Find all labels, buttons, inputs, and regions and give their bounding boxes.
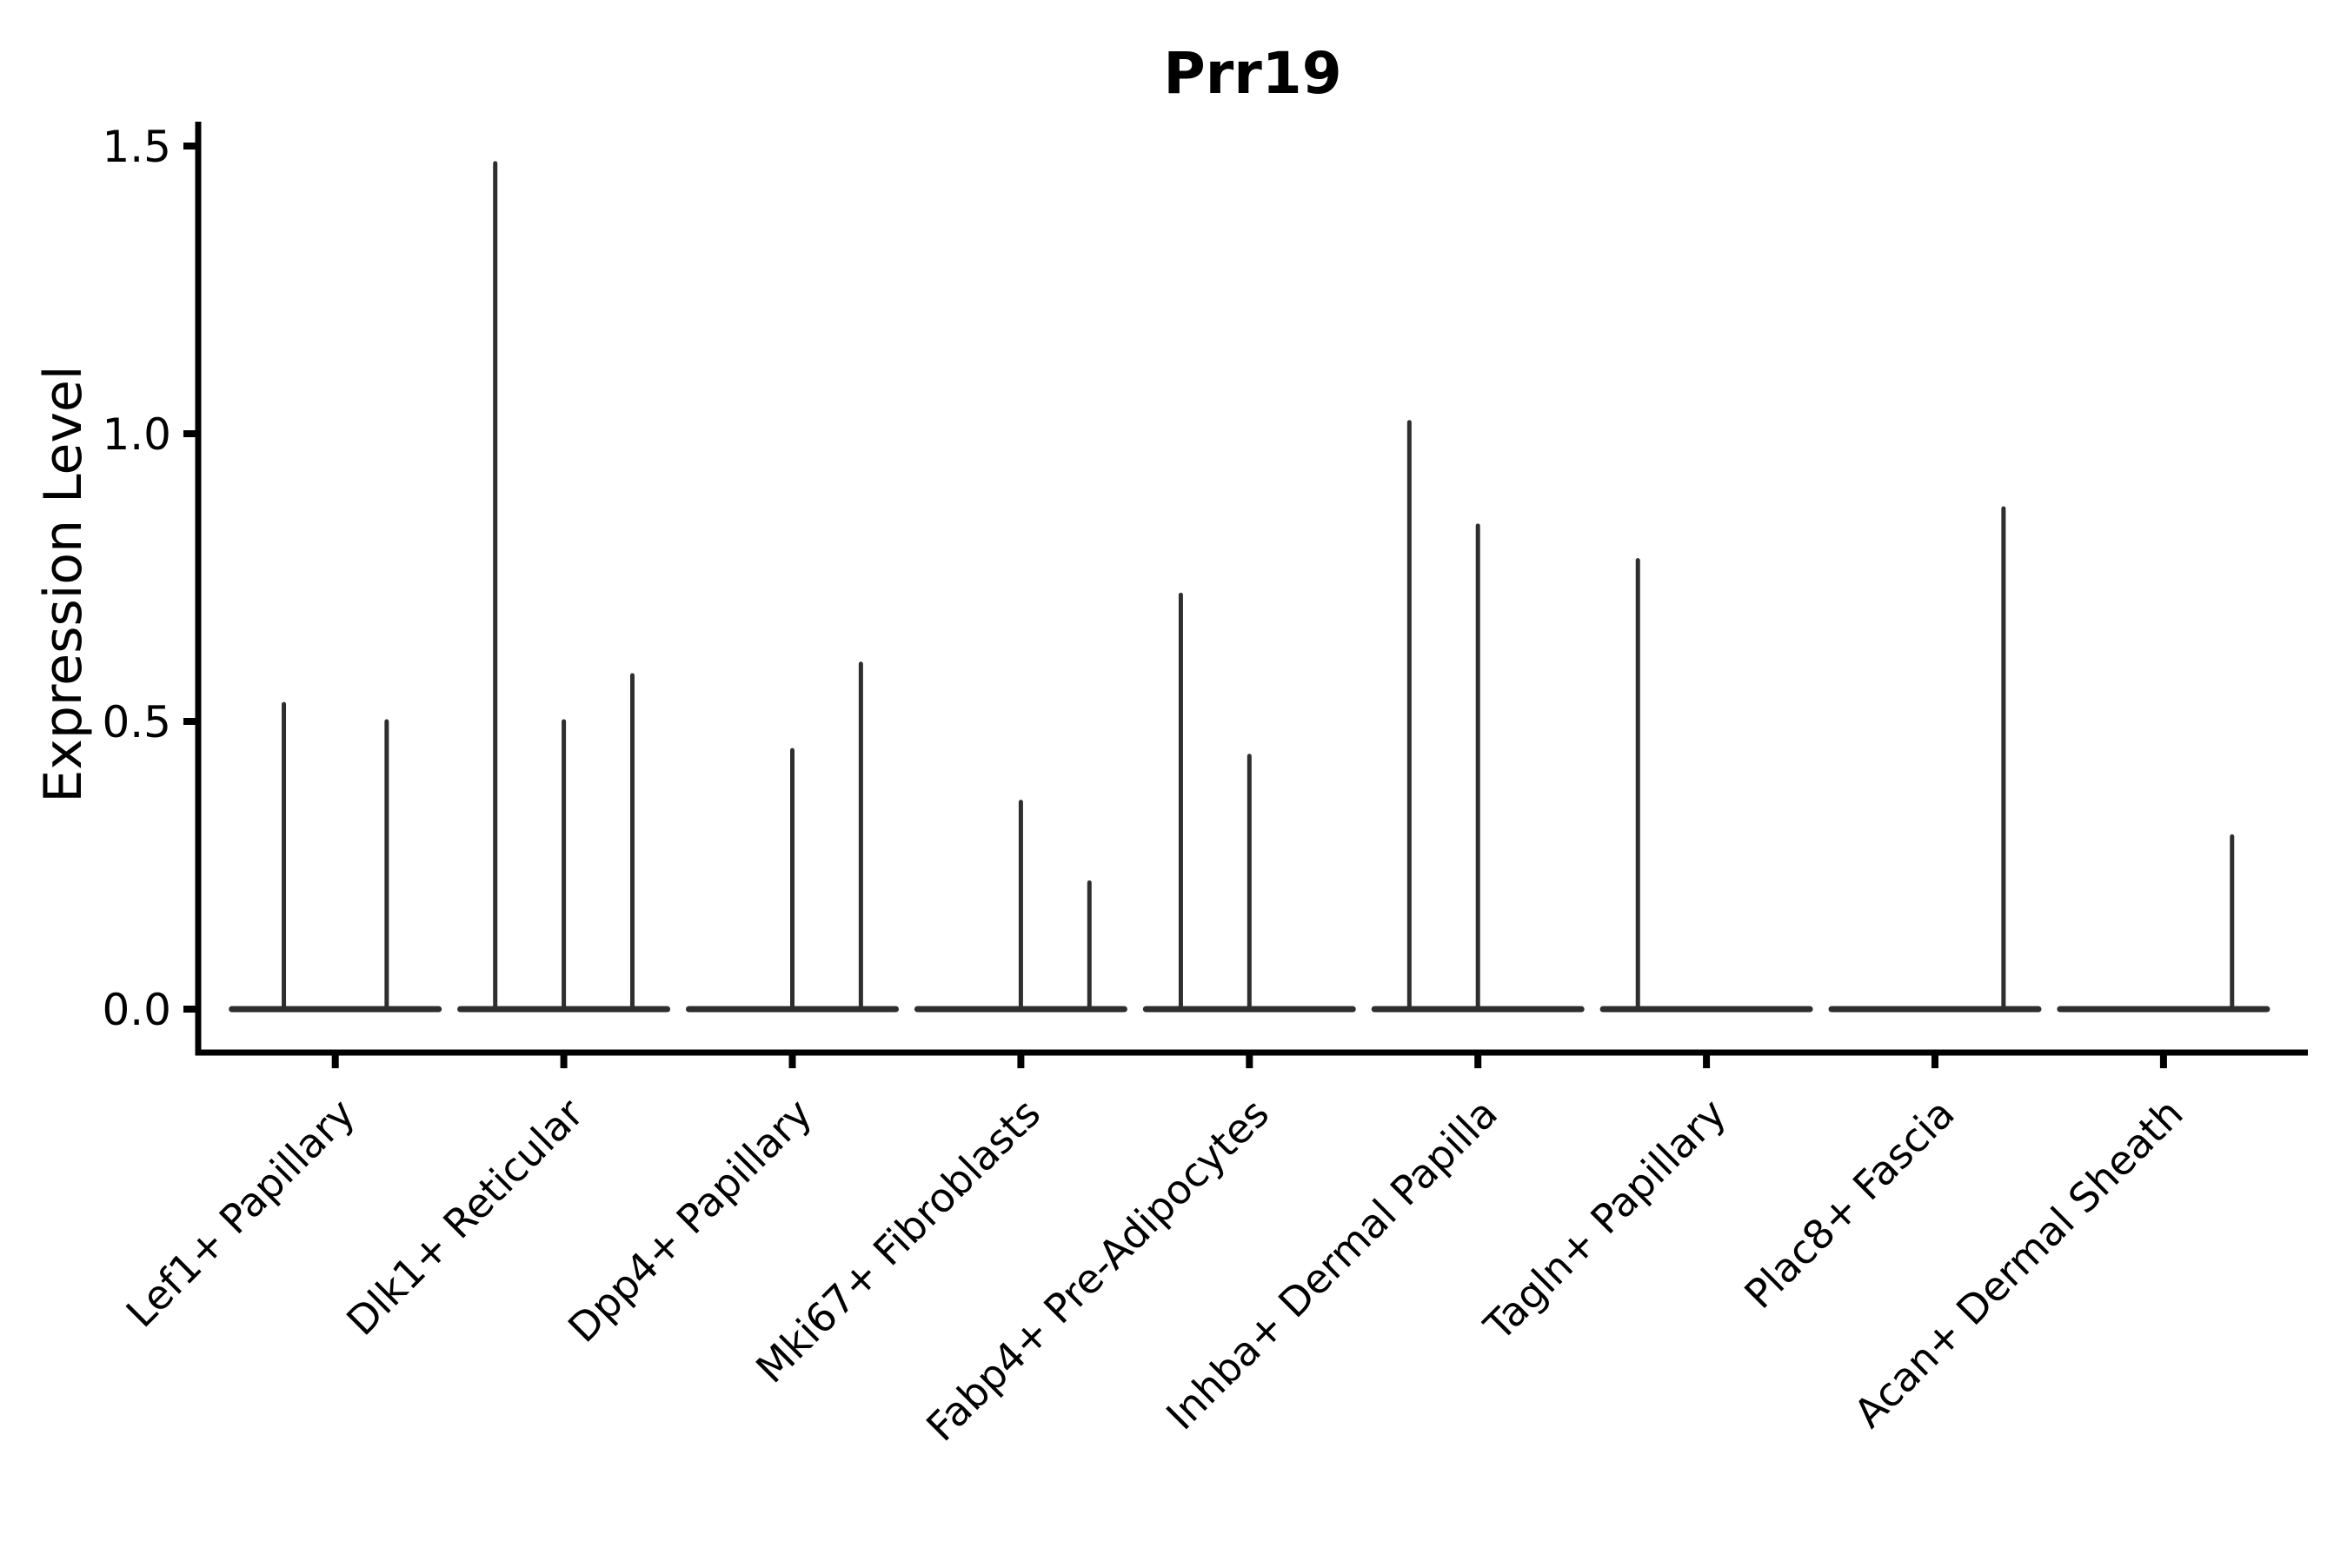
x-tick-label: Dlk1+ Reticular [337, 1090, 592, 1345]
chart-title: Prr19 [1163, 40, 1341, 107]
x-tick-label: Plac8+ Fascia [1735, 1090, 1963, 1318]
violins [229, 161, 2271, 1013]
x-tick-label: Lef1+ Papillary [117, 1090, 364, 1337]
y-tick-label: 1.0 [102, 409, 171, 460]
y-tick-label: 0.5 [102, 697, 171, 747]
y-axis-label: Expression Level [33, 365, 94, 802]
y-tick-label: 0.0 [102, 985, 171, 1035]
x-tick-label: Dpp4+ Papillary [559, 1090, 821, 1352]
x-tick-label: Tagln+ Papillary [1474, 1090, 1735, 1351]
y-axis-ticks: 0.0 0.5 1.0 1.5 [102, 122, 196, 1035]
y-tick-label: 1.5 [102, 122, 171, 172]
